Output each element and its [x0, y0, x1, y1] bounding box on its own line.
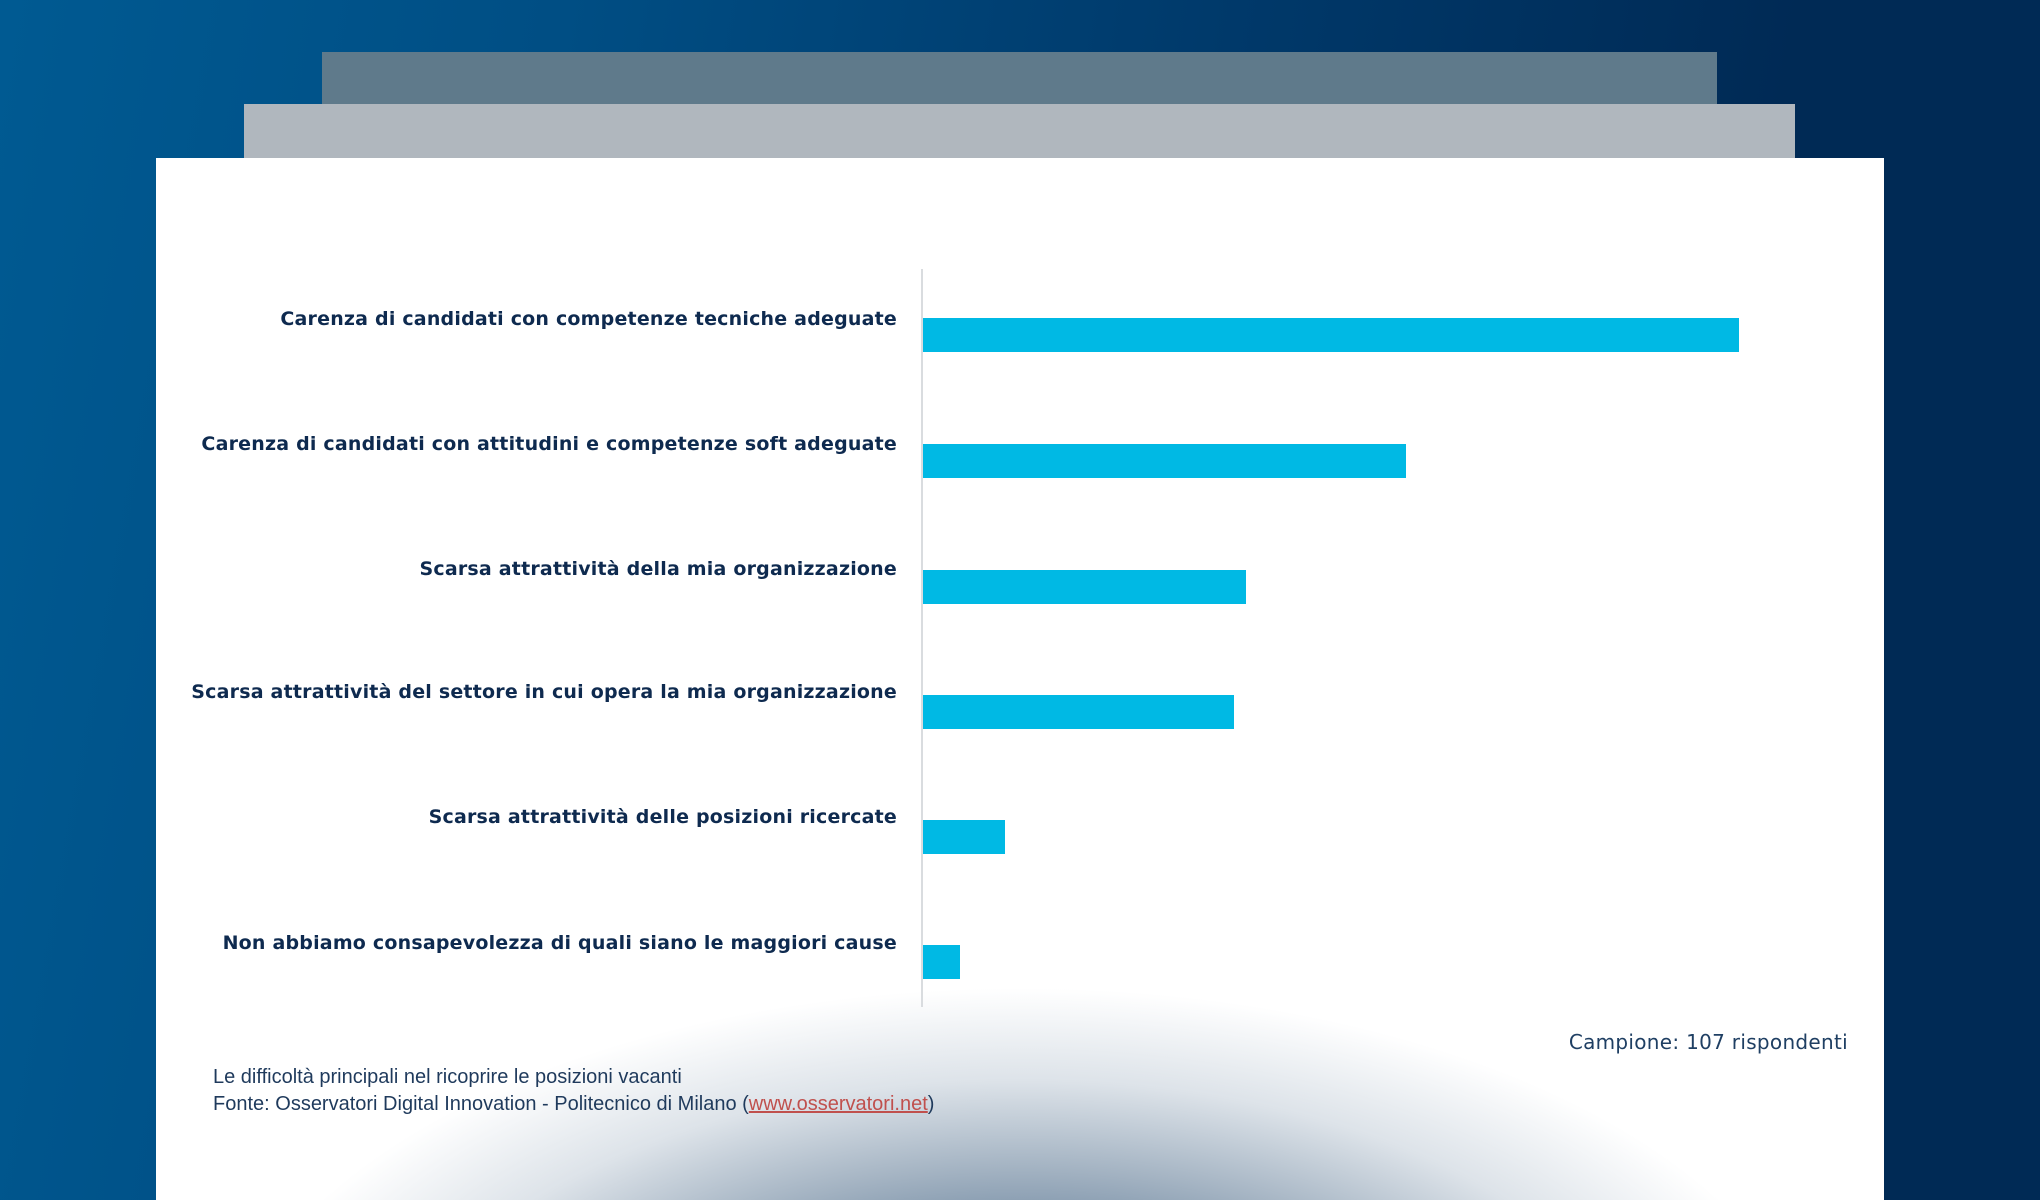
category-label: Carenza di candidati con attitudini e co…	[201, 433, 897, 455]
source-line: Fonte: Osservatori Digital Innovation - …	[213, 1091, 934, 1118]
category-label: Scarsa attrattività del settore in cui o…	[191, 681, 897, 703]
background-layer-light	[244, 104, 1795, 158]
source-link[interactable]: www.osservatori.net	[748, 1093, 928, 1115]
chart-card: Carenza di candidati con competenze tecn…	[156, 158, 1884, 1200]
source-prefix: Fonte: Osservatori Digital Innovation - …	[213, 1093, 749, 1115]
background-layer-dark	[322, 52, 1717, 104]
bar	[923, 945, 960, 979]
bar	[923, 444, 1406, 478]
category-label: Non abbiamo consapevolezza di quali sian…	[222, 932, 897, 954]
bar	[923, 820, 1005, 854]
bar	[923, 695, 1234, 729]
category-label: Carenza di candidati con competenze tecn…	[280, 308, 897, 330]
chart-caption: Le difficoltà principali nel ricoprire l…	[213, 1066, 682, 1088]
sample-size-note: Campione: 107 rispondenti	[1568, 1030, 1848, 1054]
category-label: Scarsa attrattività della mia organizzaz…	[419, 558, 897, 580]
source-suffix: )	[927, 1093, 935, 1115]
category-label: Scarsa attrattività delle posizioni rice…	[428, 806, 897, 828]
bar	[923, 570, 1246, 604]
bar	[923, 318, 1739, 352]
y-axis-line	[921, 269, 923, 1007]
chart-footer: Le difficoltà principali nel ricoprire l…	[213, 1064, 934, 1118]
